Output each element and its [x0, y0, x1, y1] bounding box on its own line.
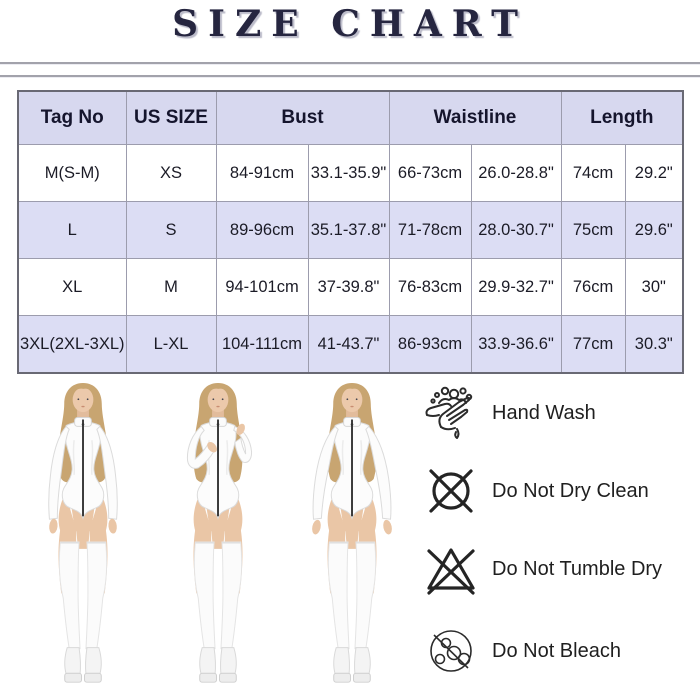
- cell-bust-in: 35.1-37.8": [307, 201, 390, 259]
- cell-tag-no: M(S-M): [17, 144, 127, 202]
- table-header-row: Tag No US SIZE Bust Waistline Length: [17, 90, 684, 145]
- hand-wash-icon: [425, 386, 473, 439]
- cell-length-in: 30.3": [624, 315, 684, 374]
- cell-length-cm: 74cm: [560, 144, 626, 202]
- page-title: SIZE CHART: [172, 3, 528, 45]
- do-not-dry-clean-icon: [429, 469, 473, 513]
- cell-waist-cm: 76-83cm: [388, 258, 472, 316]
- cell-bust-in: 37-39.8": [307, 258, 390, 316]
- cell-length-in: 29.6": [624, 201, 684, 259]
- cell-bust-cm: 94-101cm: [215, 258, 309, 316]
- cell-length-cm: 76cm: [560, 258, 626, 316]
- size-chart-table: Tag No US SIZE Bust Waistline Length M(S…: [17, 90, 685, 374]
- divider-line-top: [0, 62, 700, 64]
- cell-length-cm: 77cm: [560, 315, 626, 374]
- col-header-tag-no: Tag No: [17, 90, 127, 145]
- cell-length-cm: 75cm: [560, 201, 626, 259]
- table-row: L S 89-96cm 35.1-37.8" 71-78cm 28.0-30.7…: [17, 201, 684, 259]
- cell-tag-no: 3XL(2XL-3XL): [17, 315, 127, 374]
- cell-tag-no: XL: [17, 258, 127, 316]
- col-header-waistline: Waistline: [388, 90, 562, 145]
- do-not-tumble-dry-icon: [427, 548, 475, 595]
- model-photo-2: [186, 381, 252, 684]
- cell-bust-cm: 84-91cm: [215, 144, 309, 202]
- cell-length-in: 30": [624, 258, 684, 316]
- cell-waist-in: 29.9-32.7": [470, 258, 562, 316]
- table-row: M(S-M) XS 84-91cm 33.1-35.9" 66-73cm 26.…: [17, 144, 684, 202]
- model-photo-1: [48, 381, 118, 684]
- col-header-length: Length: [560, 90, 684, 145]
- cell-bust-cm: 104-111cm: [215, 315, 309, 374]
- care-instructions: Hand Wash Do Not Dry Clean Do Not Tumble…: [423, 384, 693, 700]
- care-item-do-not-dry-clean: Do Not Dry Clean: [423, 462, 693, 520]
- cell-waist-cm: 86-93cm: [388, 315, 472, 374]
- divider-line-bottom: [0, 75, 700, 77]
- cell-us-size: XS: [125, 144, 217, 202]
- cell-waist-in: 28.0-30.7": [470, 201, 562, 259]
- care-item-do-not-tumble-dry: Do Not Tumble Dry: [423, 540, 693, 598]
- care-item-do-not-bleach: Do Not Bleach: [423, 622, 693, 680]
- care-label: Do Not Tumble Dry: [492, 557, 663, 580]
- col-header-us-size: US SIZE: [125, 90, 217, 145]
- cell-us-size: M: [125, 258, 217, 316]
- care-label: Do Not Dry Clean: [492, 479, 649, 502]
- cell-bust-in: 41-43.7": [307, 315, 390, 374]
- cell-tag-no: L: [17, 201, 127, 259]
- cell-waist-in: 26.0-28.8": [470, 144, 562, 202]
- do-not-bleach-icon: [430, 630, 472, 672]
- cell-us-size: L-XL: [125, 315, 217, 374]
- care-label: Do Not Bleach: [492, 639, 621, 662]
- product-photos: [20, 381, 416, 699]
- model-photo-3: [312, 381, 392, 684]
- table-row: XL M 94-101cm 37-39.8" 76-83cm 29.9-32.7…: [17, 258, 684, 316]
- care-item-hand-wash: Hand Wash: [423, 384, 693, 442]
- cell-us-size: S: [125, 201, 217, 259]
- cell-waist-cm: 66-73cm: [388, 144, 472, 202]
- cell-bust-in: 33.1-35.9": [307, 144, 390, 202]
- care-label: Hand Wash: [492, 401, 596, 424]
- table-row: 3XL(2XL-3XL) L-XL 104-111cm 41-43.7" 86-…: [17, 315, 684, 374]
- cell-waist-in: 33.9-36.6": [470, 315, 562, 374]
- col-header-bust: Bust: [215, 90, 390, 145]
- cell-length-in: 29.2": [624, 144, 684, 202]
- cell-bust-cm: 89-96cm: [215, 201, 309, 259]
- cell-waist-cm: 71-78cm: [388, 201, 472, 259]
